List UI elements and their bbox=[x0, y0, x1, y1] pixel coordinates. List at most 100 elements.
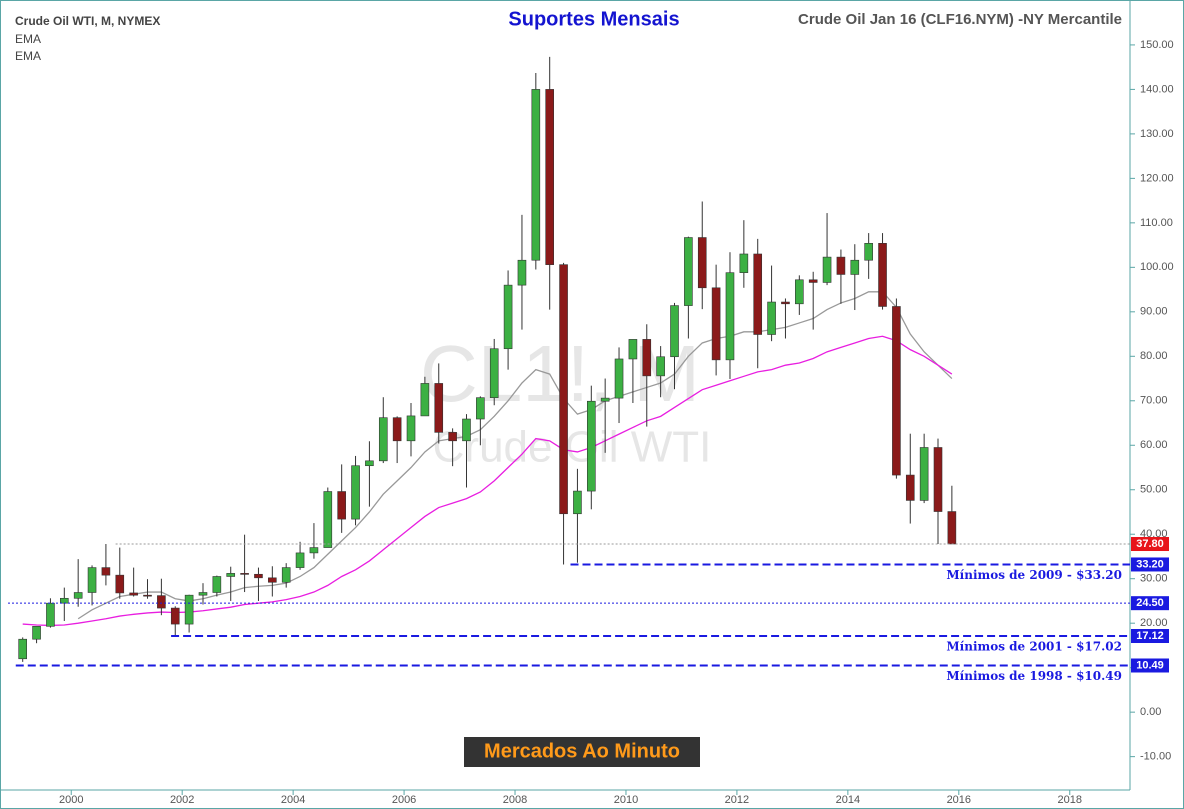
candle-body bbox=[947, 511, 957, 545]
watermark: Crude Oil WTI bbox=[433, 423, 712, 472]
candle-body bbox=[254, 573, 263, 579]
y-tick-label: 60.00 bbox=[1140, 439, 1168, 451]
candle-body bbox=[268, 577, 277, 583]
y-tick-label: 120.00 bbox=[1140, 172, 1174, 184]
candle-body bbox=[101, 567, 111, 576]
price-label-box bbox=[1131, 658, 1169, 673]
candle-body bbox=[212, 576, 222, 593]
y-tick-label: 70.00 bbox=[1140, 395, 1168, 407]
x-tick-label: 2002 bbox=[170, 794, 194, 806]
price-label-box bbox=[1131, 537, 1169, 552]
y-tick-label: 50.00 bbox=[1140, 484, 1168, 496]
candle-body bbox=[476, 397, 485, 420]
candle-body bbox=[281, 567, 291, 583]
candle-body bbox=[517, 259, 527, 286]
candle-body bbox=[351, 465, 360, 520]
candle-body bbox=[462, 418, 471, 442]
candle-body bbox=[559, 264, 568, 515]
candle-body bbox=[406, 415, 416, 442]
x-tick-label: 2006 bbox=[392, 794, 416, 806]
candle-body bbox=[795, 279, 804, 305]
candle-body bbox=[767, 301, 776, 335]
annotation: Mínimos de 2009 - $33.20 bbox=[946, 568, 1122, 582]
candle-body bbox=[60, 597, 69, 604]
candle-body bbox=[656, 356, 665, 377]
y-tick-label: 80.00 bbox=[1140, 350, 1168, 362]
contract-label: Crude Oil Jan 16 (CLF16.NYM) -NY Mercant… bbox=[798, 11, 1122, 28]
y-tick-label: 150.00 bbox=[1140, 39, 1174, 51]
price-label: 24.50 bbox=[1136, 597, 1164, 609]
candle-body bbox=[198, 592, 208, 596]
candle-body bbox=[905, 474, 915, 501]
annotation: Mínimos de 2001 - $17.02 bbox=[946, 640, 1122, 654]
candle-body bbox=[184, 594, 194, 625]
y-tick-label: 20.00 bbox=[1140, 617, 1168, 629]
candle-body bbox=[573, 490, 582, 515]
candle-body bbox=[822, 256, 832, 283]
candle-body bbox=[919, 447, 929, 501]
candle-body bbox=[87, 567, 97, 593]
price-label: 10.49 bbox=[1136, 659, 1164, 671]
candle-body bbox=[240, 573, 249, 575]
candle-body bbox=[226, 573, 236, 577]
candle-body bbox=[143, 594, 152, 597]
candle-body bbox=[781, 301, 790, 305]
candle-body bbox=[628, 339, 638, 360]
ema-line bbox=[77, 291, 953, 620]
candle-body bbox=[892, 306, 901, 476]
annotation: Mínimos de 1998 - $10.49 bbox=[946, 669, 1122, 683]
candle-body bbox=[365, 460, 374, 467]
y-tick-label: 140.00 bbox=[1140, 83, 1174, 95]
candle-body bbox=[545, 89, 554, 265]
candle-body bbox=[295, 552, 305, 568]
candle-body bbox=[448, 432, 457, 442]
candle-body bbox=[614, 358, 624, 399]
candle-body bbox=[836, 256, 846, 275]
candle-body bbox=[337, 491, 346, 520]
y-tick-label: 30.00 bbox=[1140, 573, 1168, 585]
candle-body bbox=[684, 237, 693, 306]
price-label-box bbox=[1131, 596, 1169, 611]
candle-body bbox=[586, 400, 596, 492]
price-label-box bbox=[1131, 557, 1169, 572]
candle-body bbox=[531, 89, 541, 261]
candle-body bbox=[115, 574, 125, 594]
candle-body bbox=[420, 383, 430, 417]
candle-body bbox=[739, 253, 749, 273]
candle-body bbox=[864, 243, 873, 261]
price-label: 33.20 bbox=[1136, 558, 1164, 570]
candle-body bbox=[378, 417, 388, 462]
candle-body bbox=[434, 383, 444, 433]
y-tick-label: 90.00 bbox=[1140, 306, 1168, 318]
x-tick-label: 2010 bbox=[614, 794, 638, 806]
y-tick-label: 130.00 bbox=[1140, 128, 1174, 140]
candle-body bbox=[711, 287, 721, 361]
candle-body bbox=[489, 348, 499, 398]
candle-body bbox=[46, 602, 55, 627]
candle-body bbox=[878, 243, 887, 307]
chart-title: Suportes Mensais bbox=[508, 8, 679, 30]
candle-body bbox=[503, 284, 513, 350]
candle-body bbox=[670, 305, 679, 358]
footer: Mercados Ao Minuto bbox=[484, 740, 680, 762]
candle-body bbox=[642, 339, 652, 377]
x-tick-label: 2018 bbox=[1058, 794, 1082, 806]
candle-body bbox=[129, 592, 138, 596]
x-tick-label: 2016 bbox=[947, 794, 971, 806]
x-tick-label: 2000 bbox=[59, 794, 83, 806]
candle-body bbox=[933, 447, 943, 512]
candle-body bbox=[808, 279, 818, 283]
y-tick-label: 0.00 bbox=[1140, 706, 1161, 718]
symbol-label: Crude Oil WTI, M, NYMEX bbox=[15, 14, 160, 28]
y-tick-label: 110.00 bbox=[1140, 217, 1173, 229]
candle-body bbox=[323, 491, 333, 548]
footer-box bbox=[464, 737, 700, 767]
price-label: 37.80 bbox=[1136, 538, 1164, 550]
y-tick-label: 100.00 bbox=[1140, 261, 1174, 273]
x-tick-label: 2008 bbox=[503, 794, 527, 806]
x-tick-label: 2014 bbox=[836, 794, 860, 806]
candle-body bbox=[753, 253, 763, 335]
indicator-label: EMA bbox=[15, 49, 41, 63]
candle-body bbox=[309, 547, 319, 554]
